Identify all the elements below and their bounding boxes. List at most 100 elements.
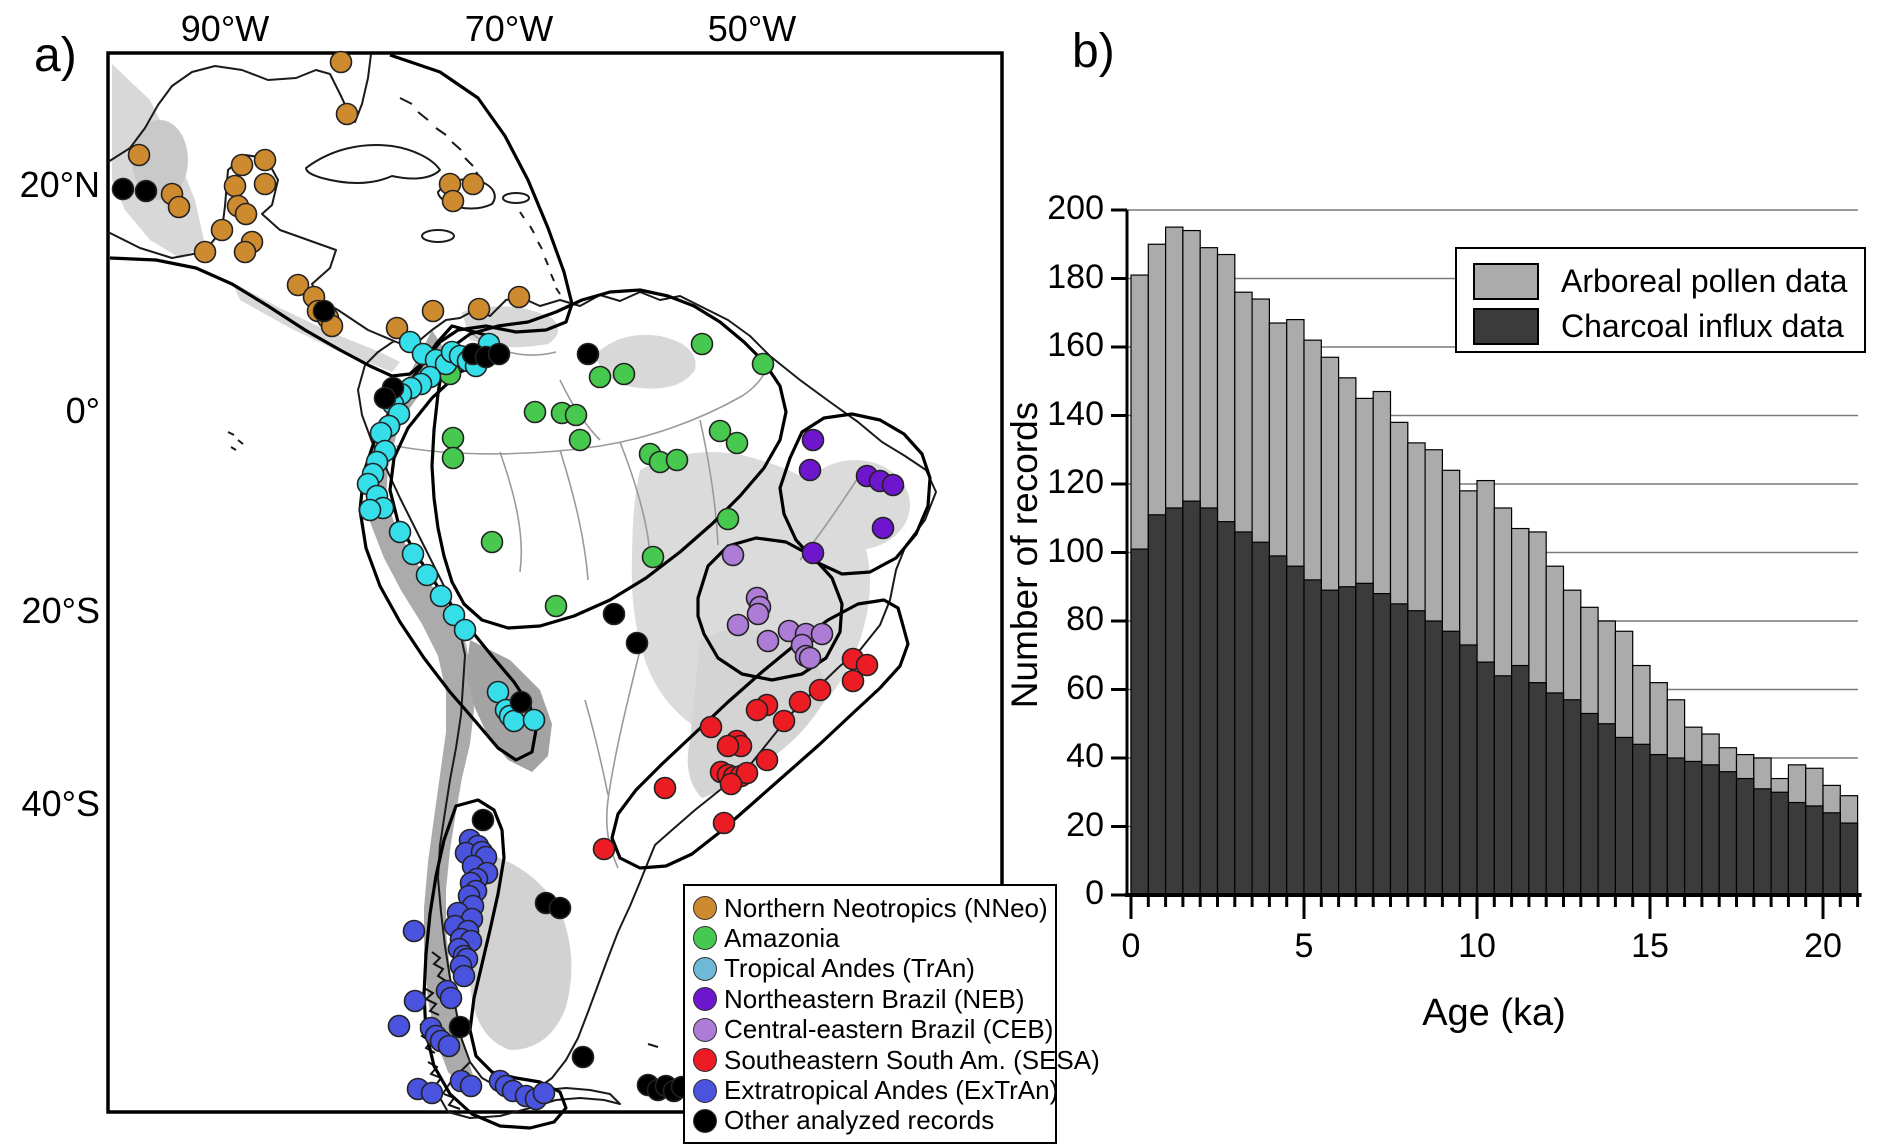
site-dot-amazonia [588,365,612,389]
site-dot-tran [415,563,439,587]
site-dot-other [471,808,495,832]
bar-charcoal-12.5 [1562,699,1582,896]
site-dot-tran [429,584,453,608]
site-dot-sesa [855,653,879,677]
site-dot-other [548,896,572,920]
site-dot-extran [437,1034,461,1058]
site-dot-nneo [441,189,465,213]
x-tick-label-0: 0 [1121,927,1141,965]
site-dot-sesa [592,837,616,861]
bar-charcoal-12 [1545,692,1565,896]
site-dot-extran [452,964,476,988]
site-dot-amazonia [690,332,714,356]
site-dot-nneo [167,195,191,219]
bar-charcoal-20 [1822,812,1841,896]
site-dot-other [576,342,600,366]
site-dot-sesa [719,772,743,796]
site-dot-amazonia [612,362,636,386]
bar-charcoal-14.5 [1632,743,1651,896]
x-tick-label-15: 15 [1631,927,1669,965]
site-dot-other [509,690,533,714]
site-dot-tran [388,520,412,544]
bar-charcoal-11 [1510,664,1530,896]
charcoal-legend-label: Charcoal influx data [1561,308,1844,344]
map-legend-label: Amazonia [724,922,840,953]
y-tick-label-120: 120 [1047,463,1104,501]
site-dot-ceb [756,629,780,653]
site-dot-nneo [193,240,217,264]
map-legend-swatch [693,1017,717,1042]
site-dot-sesa [735,761,759,785]
bar-charcoal-3 [1234,531,1253,896]
site-dot-nneo [329,50,353,74]
panel-b-label: b) [1072,25,1115,78]
site-dot-tran [522,708,546,732]
map-legend-item-4: Central-eastern Brazil (CEB) [693,1014,1053,1045]
site-dot-tran [442,603,466,627]
site-dot-amazonia [751,352,775,376]
site-dot-nneo [421,299,445,323]
site-dot-sesa [772,709,796,733]
y-tick-label-80: 80 [1066,600,1104,638]
site-group-other [111,177,694,1103]
pollen-swatch [1473,263,1539,300]
site-dot-nneo [253,148,277,172]
site-dot-ceb [721,543,745,567]
bar-charcoal-13.5 [1597,723,1616,896]
map-legend-item-1: Amazonia [693,923,1045,953]
site-dot-tran [358,498,382,522]
bar-charcoal-18 [1753,788,1772,896]
site-dot-other [602,602,626,626]
site-group-ceb [721,543,834,670]
site-dot-amazonia [480,530,504,554]
site-dot-other [312,299,336,323]
site-dot-amazonia [665,448,689,472]
bar-charcoal-9.5 [1459,644,1478,896]
site-dot-sesa [841,669,865,693]
site-dot-other [448,1015,472,1039]
site-dot-other [111,177,135,201]
bar-charcoal-15 [1649,753,1668,896]
site-dot-other [571,1045,595,1069]
bar-charcoal-18.5 [1770,791,1789,896]
site-dot-amazonia [708,419,732,443]
y-tick-label-200: 200 [1047,189,1104,227]
bar-charcoal-20.5 [1839,822,1859,896]
site-dot-amazonia [564,403,588,427]
site-dot-nneo [210,218,234,242]
site-dot-sesa [755,748,779,772]
site-dot-amazonia [641,545,665,569]
site-dot-neb [871,516,895,540]
bar-charcoal-13 [1580,712,1599,896]
site-dot-other [625,631,649,655]
site-group-neb [798,428,905,565]
map-legend-swatch [693,1108,717,1133]
site-dot-sesa [745,698,769,722]
map-legend-item-0: Northern Neotropics (NNeo) [693,893,1048,923]
map-legend-swatch [693,1078,717,1103]
site-dot-amazonia [725,431,749,455]
bar-charcoal-16.5 [1701,764,1720,896]
site-dot-nneo [385,316,409,340]
map-legend-label: Tropical Andes (TrAn) [724,953,975,984]
map-lat-label-0: 0° [65,390,100,431]
y-tick-label-60: 60 [1066,668,1104,707]
site-group-amazonia [438,332,775,618]
site-dot-nneo [467,297,491,321]
region-ceb [696,536,844,682]
map-legend-label: Other analyzed records [724,1105,995,1136]
map-legend-swatch [693,987,717,1012]
site-dot-ceb [746,602,770,626]
site-dot-nneo [507,285,531,309]
site-dot-other [373,386,397,410]
site-dot-extran [459,1074,483,1098]
pollen-legend-label: Arboreal pollen data [1561,263,1848,299]
bar-charcoal-14 [1614,736,1634,896]
map-legend-swatch [693,926,717,951]
site-dot-extran [403,989,427,1013]
y-tick-label-100: 100 [1047,531,1104,570]
bar-charcoal-7 [1372,592,1392,896]
map-legend-label: Southeastern South Am. (SESA) [724,1044,1100,1075]
bar-charcoal-17 [1718,771,1738,896]
site-dot-extran [439,986,463,1010]
